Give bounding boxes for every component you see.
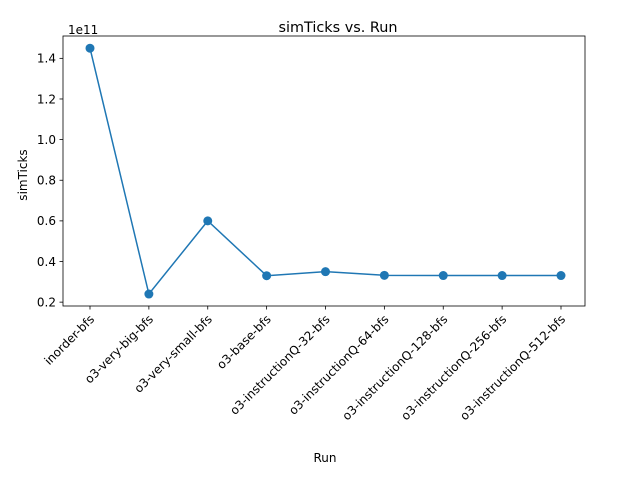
data-point xyxy=(379,270,389,280)
y-tick-label: 1.2 xyxy=(37,92,56,106)
data-point xyxy=(556,271,566,281)
y-tick-label: 0.4 xyxy=(37,255,56,269)
x-tick-label: o3-base-bfs xyxy=(214,312,274,372)
y-tick-label: 1.4 xyxy=(37,52,56,66)
x-tick-label: o3-instructionQ-64-bfs xyxy=(286,312,391,417)
series-points xyxy=(85,43,566,299)
data-point xyxy=(85,43,95,53)
x-tick-label: inorder-bfs xyxy=(42,312,98,368)
series-line xyxy=(89,48,561,296)
data-point xyxy=(438,271,448,281)
y-tick-label: 0.6 xyxy=(37,214,56,228)
y-axis-ticks: 0.2 0.4 0.6 0.8 1.0 1.2 1.4 xyxy=(37,52,63,309)
data-point xyxy=(203,216,213,226)
x-tick-label: o3-instructionQ-32-bfs xyxy=(227,312,332,417)
y-tick-label: 0.8 xyxy=(37,174,56,188)
chart-title: simTicks vs. Run xyxy=(279,20,398,36)
data-point xyxy=(321,267,330,277)
y-tick-label: 1.0 xyxy=(37,133,56,147)
x-tick-label: o3-instructionQ-128-bfs xyxy=(340,312,451,423)
data-point xyxy=(497,271,507,281)
y-tick-label: 0.2 xyxy=(37,295,56,309)
x-tick-label: o3-instructionQ-512-bfs xyxy=(457,312,568,423)
data-point xyxy=(144,289,154,299)
y-axis-label: simTicks xyxy=(16,149,30,200)
data-point xyxy=(262,271,272,281)
y-offset-label: 1e11 xyxy=(68,23,98,37)
plot-frame xyxy=(62,35,586,307)
x-axis-label: Run xyxy=(313,451,336,465)
x-axis-ticks: inorder-bfso3-very-big-bfso3-very-small-… xyxy=(42,306,568,423)
x-tick-label: o3-instructionQ-256-bfs xyxy=(398,312,509,423)
